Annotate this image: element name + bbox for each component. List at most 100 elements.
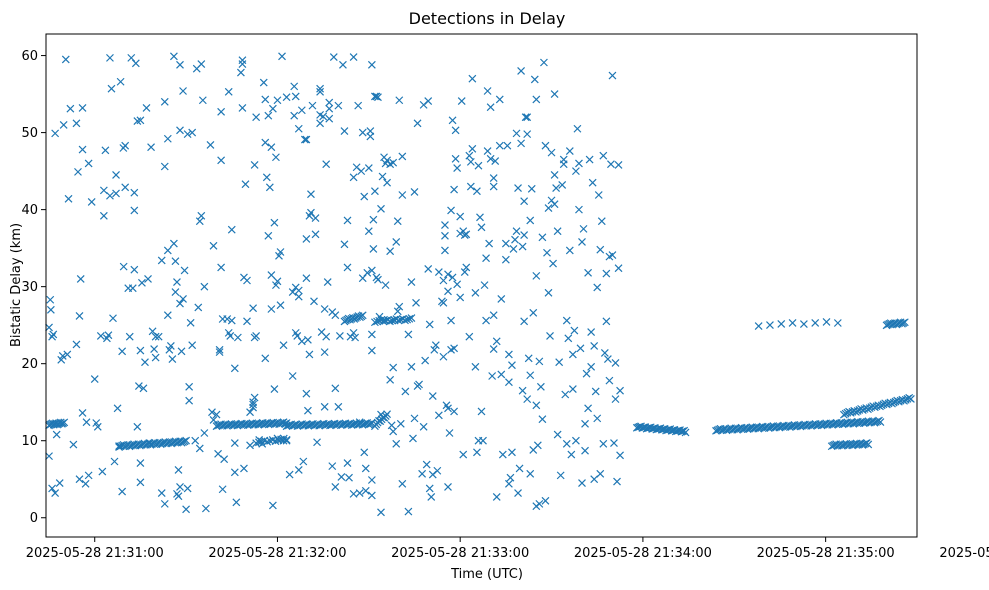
data-point (311, 230, 320, 239)
data-point (154, 332, 163, 341)
data-point (412, 298, 420, 307)
data-point (150, 345, 159, 353)
data-point (508, 361, 516, 370)
x-axis-label: Time (UTC) (450, 567, 523, 582)
data-point (504, 378, 513, 387)
data-point (78, 409, 87, 417)
data-point (200, 282, 209, 291)
data-point (401, 316, 409, 325)
data-point (388, 316, 397, 325)
data-point (486, 154, 495, 163)
data-point (249, 403, 258, 412)
y-tick-label: 30 (21, 280, 38, 295)
data-point (607, 160, 615, 169)
data-point (444, 483, 452, 491)
data-point (535, 499, 544, 508)
data-point (136, 478, 145, 487)
data-point (567, 450, 576, 459)
data-point (535, 357, 544, 366)
data-point (46, 295, 55, 304)
data-point (517, 67, 526, 75)
data-point (183, 130, 192, 139)
data-point (261, 95, 270, 104)
data-point (370, 187, 379, 196)
data-point (179, 87, 187, 95)
data-point (337, 472, 346, 481)
data-point (340, 240, 349, 249)
data-point (550, 200, 559, 209)
data-point (367, 491, 376, 500)
data-point (316, 84, 325, 93)
data-point (136, 116, 145, 125)
data-point (45, 452, 53, 461)
data-point (518, 242, 527, 251)
data-point (118, 487, 127, 496)
x-tick-label: 2025-05-28 21:34:00 (574, 546, 712, 561)
data-point (212, 410, 221, 419)
data-point (387, 421, 396, 430)
data-point (374, 275, 382, 284)
data-point (355, 489, 364, 498)
data-point (562, 439, 571, 448)
data-point (176, 126, 184, 135)
data-point (345, 473, 353, 482)
x-tick-label: 2025-05-28 21:33:00 (391, 546, 529, 561)
data-point (369, 244, 378, 253)
data-point (169, 239, 178, 248)
data-point (339, 60, 347, 69)
data-point (169, 52, 178, 61)
data-point (561, 390, 570, 399)
data-point (302, 135, 311, 144)
data-point (392, 238, 401, 246)
data-point (230, 439, 239, 447)
data-point (444, 287, 452, 296)
data-point (323, 278, 332, 286)
data-point (220, 455, 229, 464)
data-point (273, 277, 282, 286)
data-point (78, 104, 87, 112)
data-point (78, 145, 87, 154)
data-point (267, 143, 276, 152)
data-point (363, 268, 372, 277)
y-tick-label: 60 (21, 49, 38, 64)
data-points (45, 52, 915, 517)
data-point (174, 466, 183, 474)
data-point (524, 354, 533, 363)
data-point (188, 128, 197, 137)
data-point (302, 389, 311, 398)
data-point (84, 159, 93, 168)
data-point (168, 355, 177, 363)
data-point (465, 151, 474, 160)
data-point (424, 265, 433, 273)
data-point (488, 372, 497, 380)
data-point (441, 246, 449, 255)
data-point (98, 467, 107, 476)
data-point (358, 311, 367, 320)
data-point (616, 451, 624, 460)
data-point (109, 314, 117, 323)
data-point (268, 501, 277, 510)
data-point (278, 52, 286, 61)
y-tick-label: 0 (30, 511, 38, 526)
data-point (428, 392, 437, 400)
data-point (788, 319, 797, 327)
data-point (191, 436, 200, 445)
data-point (587, 362, 596, 371)
data-point (590, 342, 599, 350)
x-tick-label: 2025-05-28 21:36:00 (939, 546, 989, 561)
data-point (517, 139, 526, 148)
data-point (236, 68, 245, 77)
data-point (457, 97, 466, 105)
chart-title: Detections in Delay (409, 9, 566, 28)
data-point (151, 332, 160, 341)
data-point (313, 438, 321, 447)
data-point (360, 192, 369, 201)
data-point (418, 469, 427, 478)
data-point (424, 97, 433, 105)
data-point (377, 508, 385, 517)
data-point (331, 311, 340, 320)
data-point (419, 422, 428, 431)
data-point (183, 484, 192, 493)
data-point (555, 358, 564, 367)
data-point (410, 187, 419, 196)
